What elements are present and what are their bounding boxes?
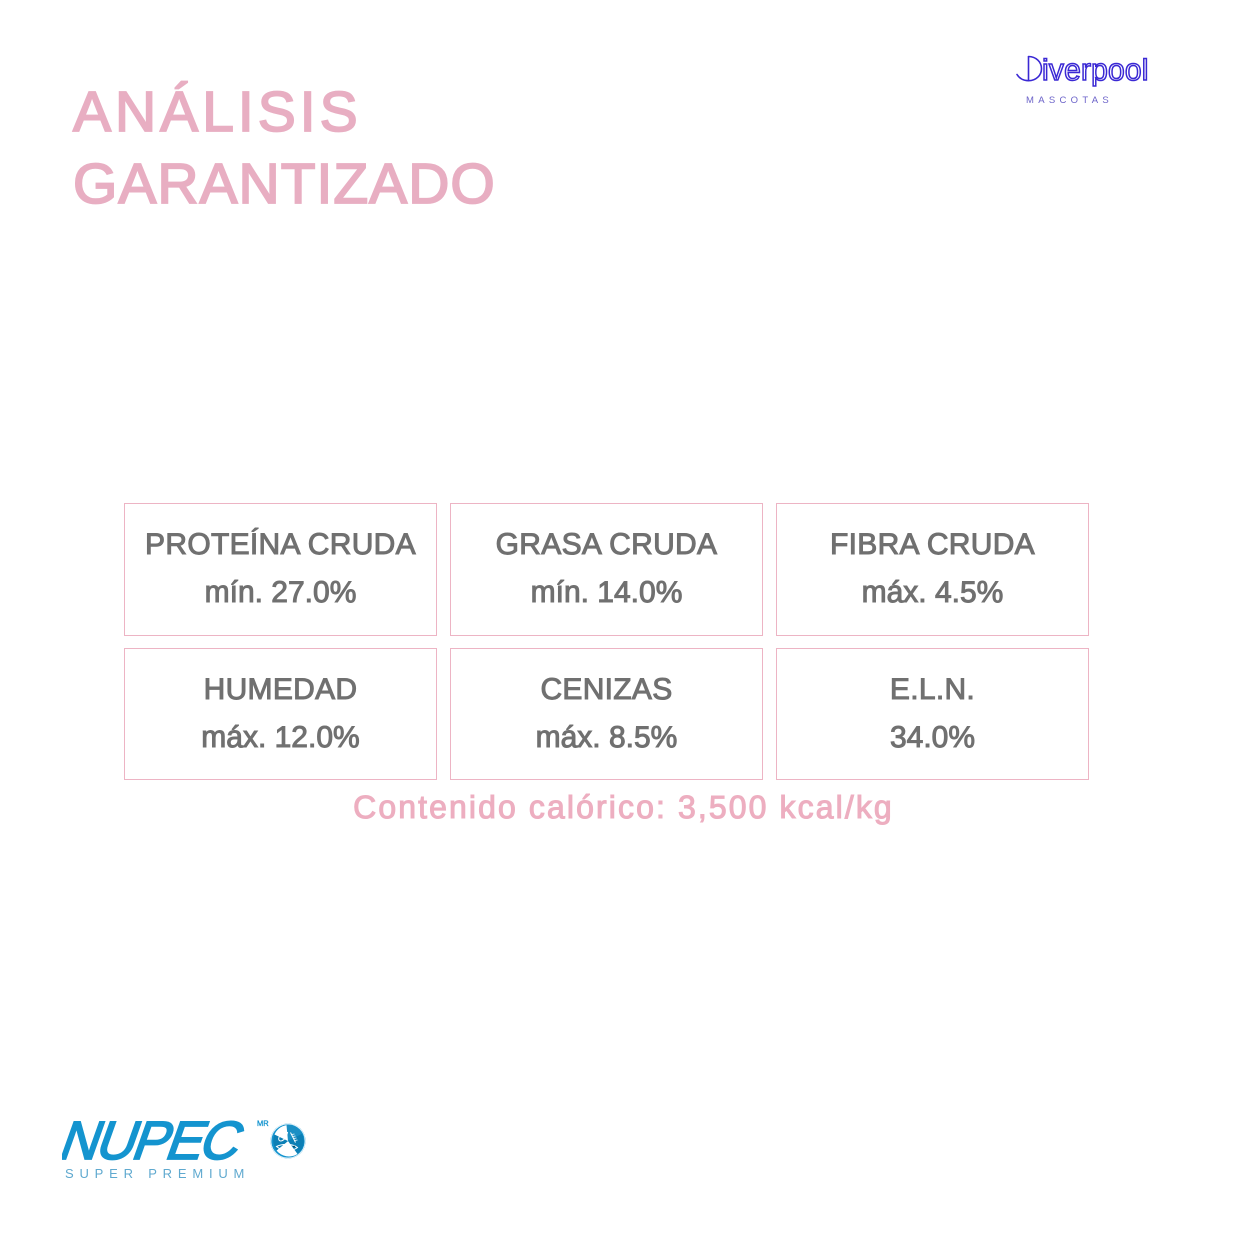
svg-text:iverpool: iverpool — [1042, 54, 1149, 87]
svg-text:MR: MR — [257, 1119, 269, 1128]
svg-text:NUPEC: NUPEC — [62, 1111, 247, 1171]
svg-text:MASCOTAS: MASCOTAS — [1026, 95, 1113, 106]
svg-text:SUPER PREMIUM: SUPER PREMIUM — [65, 1166, 250, 1181]
